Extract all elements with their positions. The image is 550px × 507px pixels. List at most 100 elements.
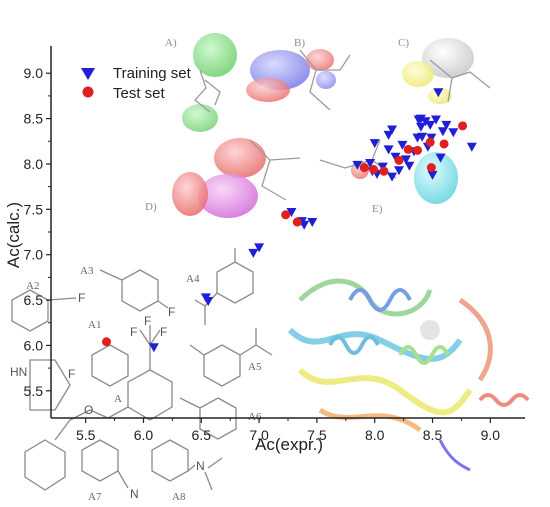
a1-fluorine: F: [68, 367, 75, 381]
training-set-point: [435, 153, 446, 163]
contour-panel-label-e: E): [372, 203, 383, 215]
training-set-point: [427, 170, 438, 180]
cf3-fluorine-1: F: [144, 314, 151, 328]
legend-training-label: Training set: [113, 65, 192, 82]
a7-nitrile-nitrogen: N: [130, 487, 139, 501]
training-set-point: [415, 114, 426, 124]
x-tick-label: 7.0: [249, 427, 269, 443]
training-set-point: [417, 132, 428, 142]
x-tick-label: 9.0: [481, 427, 501, 443]
fragment-label-a3: A3: [80, 265, 94, 277]
a3-fluorine: F: [168, 305, 175, 319]
y-tick-label: 9.0: [24, 65, 44, 81]
contour-panel-d: D): [145, 138, 301, 218]
training-set-point: [415, 122, 426, 132]
contour-panel-label-d: D): [145, 201, 157, 213]
test-set-point: [425, 137, 435, 147]
y-tick-label: 6.5: [24, 292, 44, 308]
x-axis-title: Ac(expr.): [255, 435, 323, 454]
test-set-point: [369, 164, 379, 174]
cf3-fluorine-2: F: [130, 325, 137, 339]
legend: Training set Test set: [81, 65, 192, 102]
amine-nh: HN: [10, 365, 27, 379]
a8-amine-nitrogen: N: [196, 459, 205, 473]
training-set-point: [390, 152, 401, 162]
test-set-point: [412, 145, 422, 155]
training-set-point: [383, 130, 394, 140]
contour-panel-label-a: A): [165, 37, 177, 49]
y-axis-ticks: 5.5 6.0 6.5 7.0 7.5 8.0 8.5 9.0: [24, 65, 51, 399]
contour-map-panels: A) B) C) D): [145, 33, 491, 218]
training-set-point: [430, 115, 441, 125]
training-set-point: [369, 139, 380, 149]
y-tick-label: 5.5: [24, 383, 44, 399]
fragment-label-a: A: [114, 393, 122, 405]
training-set-point: [425, 120, 436, 130]
fragment-label-a2: A2: [26, 280, 39, 292]
contour-panel-a: A): [165, 33, 237, 132]
y-tick-label: 8.5: [24, 111, 44, 127]
training-set-point: [393, 166, 404, 176]
test-set-point: [439, 139, 449, 149]
contour-panel-c: C): [398, 37, 491, 104]
contour-panel-b: B): [246, 37, 351, 111]
training-set-point: [299, 220, 310, 230]
training-set-point: [307, 218, 318, 228]
test-set-point: [281, 210, 291, 220]
training-set-point: [352, 160, 363, 170]
x-tick-label: 6.0: [134, 427, 154, 443]
ligand-structure-diagram: F F F O HN A1 F A2 F A3 F A4 A5 A6: [10, 248, 273, 503]
x-tick-label: 6.5: [192, 427, 212, 443]
cf3-fluorine-3: F: [160, 325, 167, 339]
test-set-point: [458, 121, 468, 131]
y-tick-label: 7.5: [24, 201, 44, 217]
training-set-point: [148, 343, 159, 353]
training-set-point: [441, 120, 452, 130]
x-axis-ticks: 5.5 6.0 6.5 7.0 7.5 8.0 8.5 9.0: [76, 418, 500, 443]
x-tick-label: 8.5: [423, 427, 443, 443]
training-set-point: [397, 140, 408, 150]
fragment-label-a1: A1: [88, 319, 101, 331]
x-tick-label: 5.5: [76, 427, 96, 443]
training-set-point: [286, 208, 297, 218]
y-tick-label: 7.0: [24, 247, 44, 263]
training-set-point: [203, 296, 214, 306]
protein-ribbon-structure: [287, 278, 530, 472]
legend-test-label: Test set: [113, 85, 166, 102]
training-set-point: [466, 142, 477, 152]
y-axis-title: Ac(calc.): [4, 202, 23, 268]
contour-panel-label-b: B): [294, 37, 305, 49]
training-set-point: [448, 128, 459, 138]
training-set-point: [404, 161, 415, 171]
x-tick-label: 7.5: [307, 427, 327, 443]
training-set-point: [387, 125, 398, 135]
fragment-label-a7: A7: [88, 491, 102, 503]
fragment-label-a4: A4: [186, 273, 200, 285]
legend-test-marker: [82, 86, 94, 98]
test-set-point: [379, 166, 389, 176]
fragment-label-a6: A6: [248, 411, 262, 423]
training-set-point: [437, 127, 448, 137]
training-set-point: [254, 243, 265, 253]
training-set-point: [365, 159, 376, 169]
contour-panel-label-c: C): [398, 37, 409, 49]
a2-fluorine: F: [78, 291, 85, 305]
y-tick-label: 6.0: [24, 337, 44, 353]
training-set-point: [248, 248, 259, 258]
test-set-point: [403, 144, 413, 154]
training-set-point: [400, 155, 411, 165]
test-set-point: [292, 217, 302, 227]
legend-training-marker: [81, 68, 95, 80]
ether-oxygen: O: [84, 403, 93, 417]
test-set-point: [101, 337, 111, 347]
chart-axes: 5.5 6.0 6.5 7.0 7.5 8.0 8.5 9.0 5.5 6.0 6.5 7.0 7.5…: [4, 46, 525, 454]
test-set-point: [394, 155, 404, 165]
x-tick-label: 8.0: [365, 427, 385, 443]
fragment-label-a8: A8: [172, 491, 186, 503]
scatter-points: [101, 88, 477, 353]
y-tick-label: 8.0: [24, 156, 44, 172]
training-set-point: [433, 88, 444, 98]
training-set-point: [387, 172, 398, 182]
test-set-point: [426, 163, 436, 173]
